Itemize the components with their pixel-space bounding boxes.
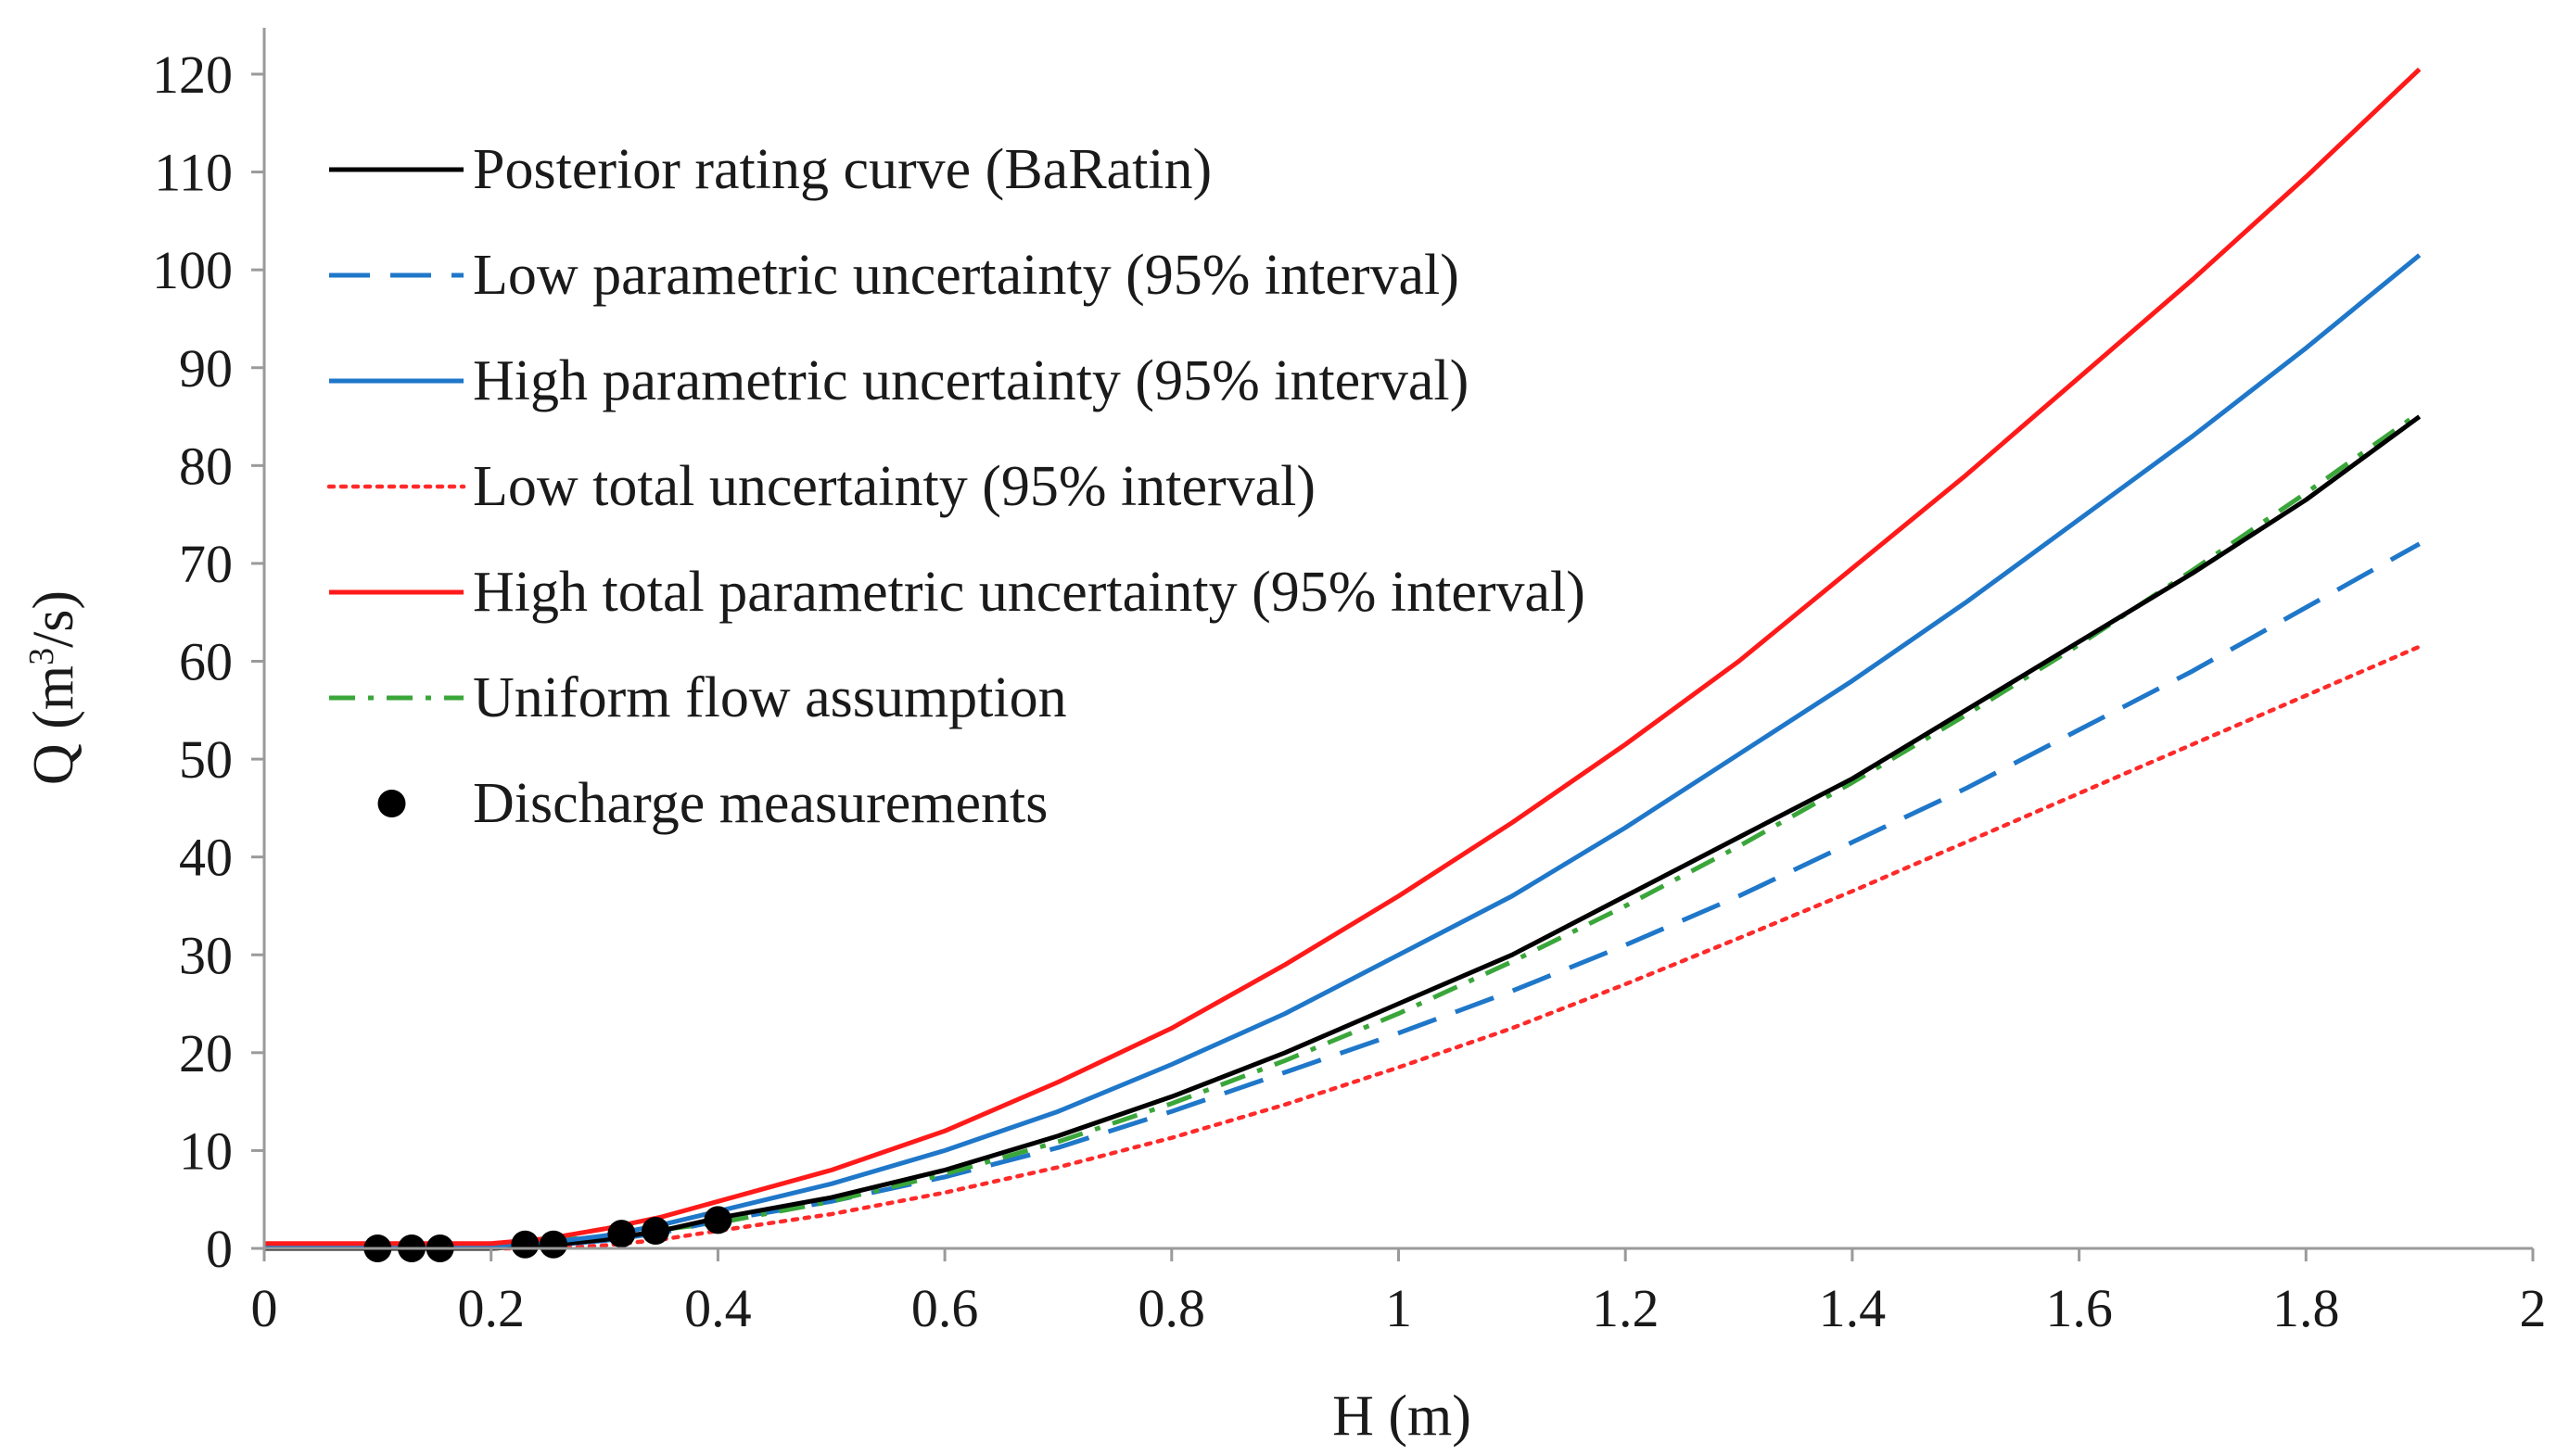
legend-label: Low parametric uncertainty (95% interval… [473,244,1459,307]
legend-label: Low total uncertainty (95% interval) [473,455,1316,518]
series-line-2 [264,253,2422,1248]
series-line-3 [261,644,2422,1251]
y-tick-label: 90 [179,338,233,399]
y-tick-label: 100 [152,240,233,300]
legend-label: Posterior rating curve (BaRatin) [473,138,1212,201]
measurement-point [539,1230,567,1259]
y-tick-label: 0 [206,1219,233,1279]
x-tick-label: 0.8 [1138,1278,1206,1338]
measurement-point [511,1230,540,1259]
x-tick-label: 1.8 [2272,1278,2340,1338]
y-tick-label: 120 [152,44,233,105]
x-tick-label: 1 [1385,1278,1412,1338]
legend-label: Discharge measurements [473,772,1048,835]
y-tick-label: 10 [179,1120,233,1181]
x-tick-label: 0 [251,1278,278,1338]
x-axis-title: H (m) [1332,1385,1471,1448]
plot-scatter [363,1206,732,1262]
y-tick-label: 20 [179,1023,233,1083]
y-axis-title: Q (m3/s) [22,590,85,785]
y-axis-title-superscript: 3 [22,648,61,665]
legend-label: High parametric uncertainty (95% interva… [473,349,1469,412]
x-tick-label: 1.6 [2045,1278,2113,1338]
y-tick-label: 70 [179,534,233,594]
x-tick-label: 2 [2520,1278,2547,1338]
y-tick-label: 110 [154,143,233,203]
measurement-point [607,1220,636,1248]
measurement-point [642,1216,670,1245]
y-tick-label: 50 [179,729,233,790]
legend: Posterior rating curve (BaRatin) Low para… [326,138,1585,835]
y-tick-label: 60 [179,632,233,692]
y-axis-title-end: /s) [22,590,85,648]
y-tick-label: 30 [179,925,233,985]
y-tick-label: 40 [179,828,233,888]
plot-series [261,67,2422,1251]
legend-label: High total parametric uncertainty (95% i… [473,561,1585,624]
x-tick-label: 1.2 [1592,1278,1660,1338]
legend-label: Uniform flow assumption [473,666,1067,729]
measurement-point [704,1206,732,1234]
x-tick-label: 0.4 [684,1278,752,1338]
series-line-0 [264,414,2422,1251]
series-line-4 [264,67,2422,1247]
legend-symbol-marker [377,790,406,817]
y-axis-title-main: Q (m [22,665,85,785]
x-tick-label: 0.6 [911,1278,979,1338]
x-tick-label: 1.4 [1819,1278,1887,1338]
axes: 0 10 20 30 40 50 60 70 80 90 100 110 120 0 0.2 0.4 0.6 0.… [152,28,2547,1338]
x-tick-label: 0.2 [457,1278,525,1338]
y-tick-label: 80 [179,436,233,496]
